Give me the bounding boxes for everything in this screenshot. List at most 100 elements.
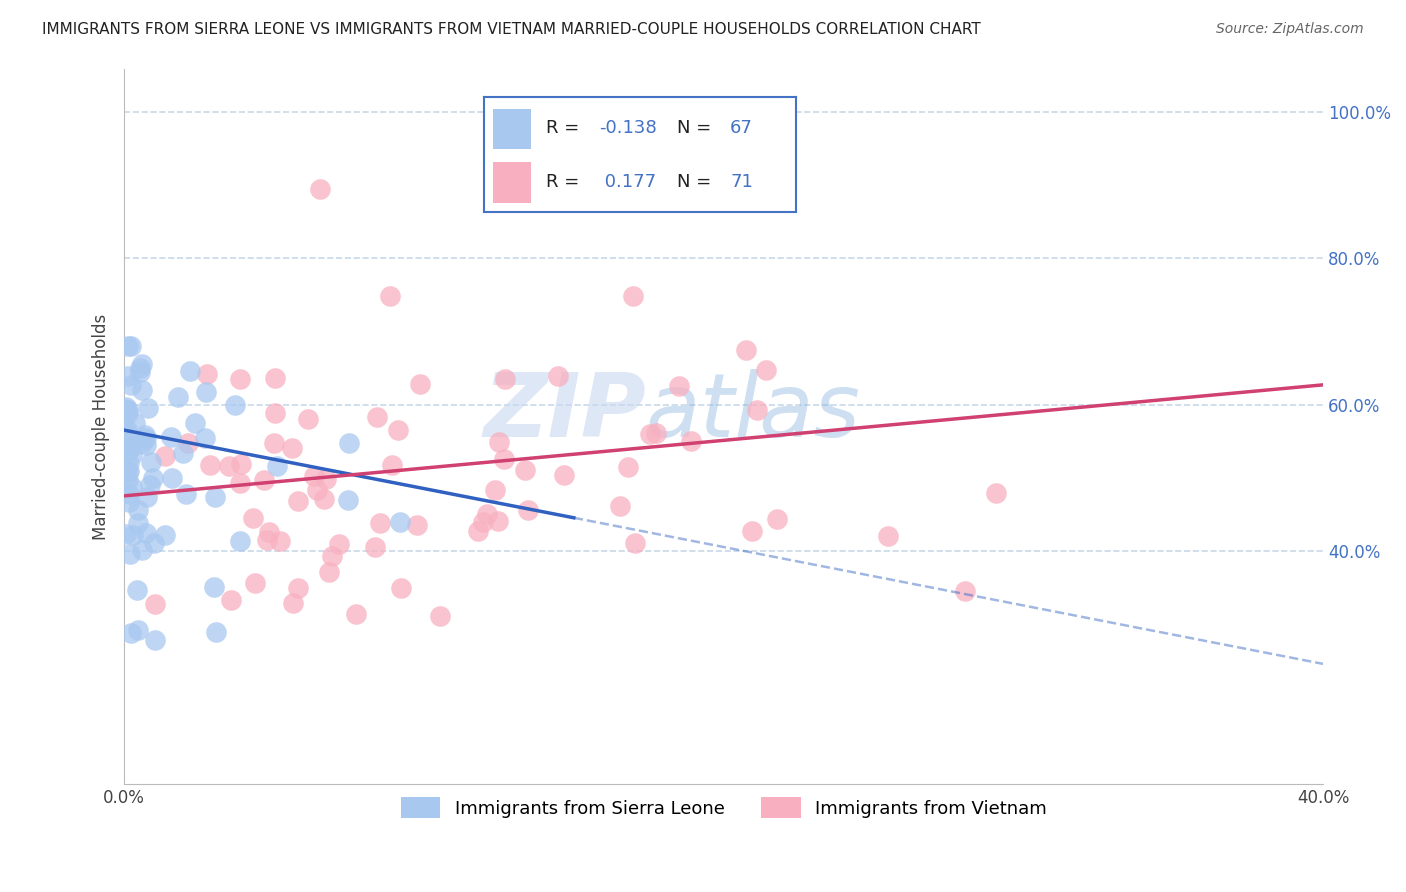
Point — [472, 515, 495, 529]
Point — [120, 439, 142, 453]
Point — [131, 357, 153, 371]
Point — [617, 460, 640, 475]
Point — [128, 365, 150, 379]
Point — [287, 494, 309, 508]
Point — [172, 446, 194, 460]
Point — [389, 581, 412, 595]
Point — [734, 343, 756, 358]
Point — [492, 451, 515, 466]
Point — [264, 406, 287, 420]
Point — [160, 430, 183, 444]
Point — [328, 536, 350, 550]
Point — [117, 368, 139, 383]
Point — [741, 524, 763, 539]
Point — [195, 367, 218, 381]
Point — [228, 475, 250, 490]
Point — [953, 584, 976, 599]
Point — [135, 526, 157, 541]
Point — [131, 383, 153, 397]
Point — [486, 514, 509, 528]
Point — [117, 405, 139, 419]
Point — [318, 565, 340, 579]
Point — [143, 536, 166, 550]
Point — [122, 528, 145, 542]
Point — [224, 398, 246, 412]
Point — [297, 412, 319, 426]
Point — [309, 182, 332, 196]
Point — [117, 473, 139, 487]
Point — [321, 549, 343, 563]
Point — [609, 500, 631, 514]
Point — [380, 289, 402, 303]
Point — [387, 423, 409, 437]
Point — [381, 458, 404, 472]
Point — [484, 483, 506, 498]
Point — [243, 576, 266, 591]
Point — [747, 403, 769, 417]
Point — [179, 364, 201, 378]
Text: IMMIGRANTS FROM SIERRA LEONE VS IMMIGRANTS FROM VIETNAM MARRIED-COUPLE HOUSEHOLD: IMMIGRANTS FROM SIERRA LEONE VS IMMIGRAN… — [42, 22, 981, 37]
Point — [120, 339, 142, 353]
Point — [668, 378, 690, 392]
Point — [315, 472, 337, 486]
Point — [409, 376, 432, 391]
Point — [127, 623, 149, 637]
Point — [488, 434, 510, 449]
Point — [125, 582, 148, 597]
Point — [477, 507, 499, 521]
Point — [118, 548, 141, 562]
Point — [142, 471, 165, 485]
Point — [136, 401, 159, 415]
Point — [242, 511, 264, 525]
Point — [363, 541, 385, 555]
Point — [153, 528, 176, 542]
Point — [370, 516, 392, 531]
Point — [638, 427, 661, 442]
Point — [115, 527, 138, 541]
Point — [117, 339, 139, 353]
Point — [339, 436, 361, 450]
Point — [263, 436, 285, 450]
Point — [112, 418, 135, 433]
Point — [219, 592, 242, 607]
Point — [283, 596, 305, 610]
Point — [553, 467, 575, 482]
Point — [174, 487, 197, 501]
Legend: Immigrants from Sierra Leone, Immigrants from Vietnam: Immigrants from Sierra Leone, Immigrants… — [394, 790, 1054, 825]
Point — [645, 426, 668, 441]
Point — [177, 436, 200, 450]
Point — [986, 485, 1008, 500]
Point — [755, 363, 778, 377]
Point — [118, 456, 141, 470]
Point — [194, 431, 217, 445]
Text: Source: ZipAtlas.com: Source: ZipAtlas.com — [1216, 22, 1364, 37]
Point — [134, 427, 156, 442]
Point — [513, 463, 536, 477]
Point — [143, 597, 166, 611]
Point — [141, 455, 163, 469]
Point — [118, 464, 141, 478]
Point — [269, 534, 291, 549]
Point — [127, 516, 149, 531]
Point — [143, 632, 166, 647]
Text: atlas: atlas — [645, 369, 860, 455]
Point — [624, 535, 647, 549]
Point — [114, 400, 136, 414]
Point — [266, 458, 288, 473]
Point — [494, 372, 516, 386]
Point — [429, 608, 451, 623]
Point — [876, 529, 898, 543]
Point — [253, 473, 276, 487]
Point — [204, 490, 226, 504]
Point — [202, 581, 225, 595]
Point — [117, 433, 139, 447]
Point — [153, 449, 176, 463]
Point — [160, 471, 183, 485]
Point — [118, 495, 141, 509]
Point — [287, 581, 309, 595]
Point — [121, 480, 143, 494]
Point — [228, 372, 250, 386]
Y-axis label: Married-couple Households: Married-couple Households — [93, 313, 110, 540]
Point — [131, 543, 153, 558]
Point — [516, 503, 538, 517]
